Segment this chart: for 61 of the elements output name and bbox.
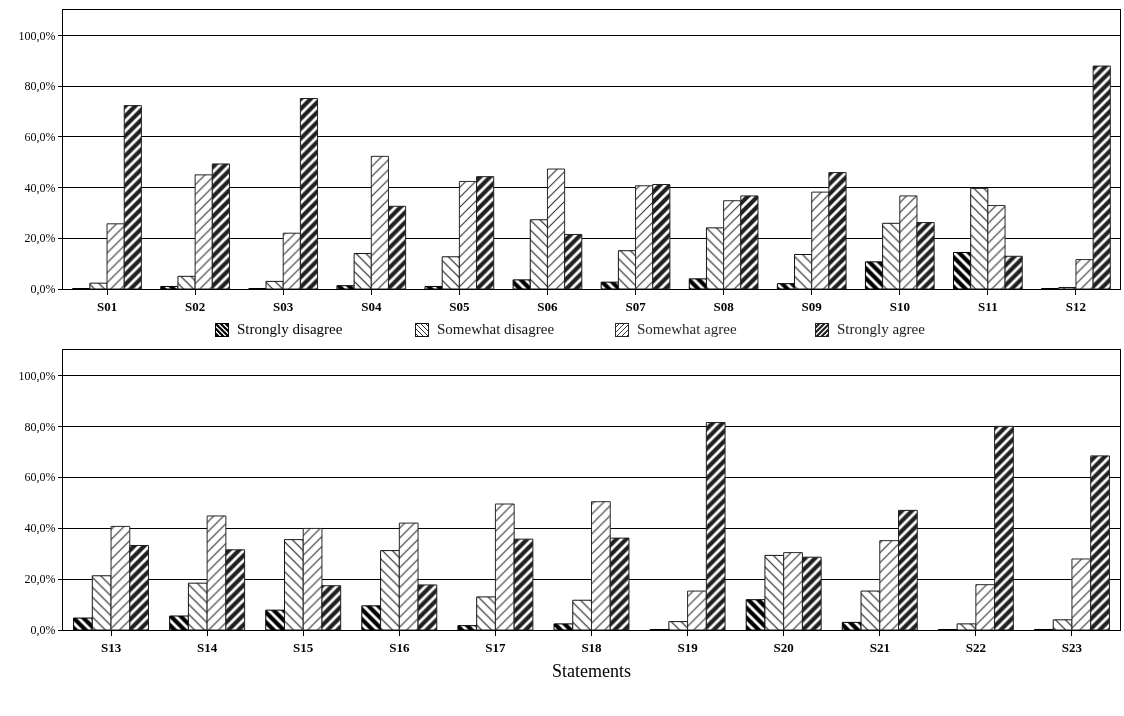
- bar: [764, 554, 785, 630]
- bar: [476, 596, 496, 630]
- x-tick-label: S15: [293, 639, 314, 655]
- y-tick-label: 0,0%: [30, 623, 56, 638]
- x-tick-label: S03: [273, 298, 294, 314]
- x-axis-title: Statements: [552, 660, 631, 681]
- x-tick-label: S05: [449, 298, 470, 314]
- x-tick-label: S01: [96, 298, 118, 314]
- bar: [705, 227, 725, 289]
- y-tick-label: 80,0%: [24, 419, 56, 434]
- x-tick-label: S23: [1061, 639, 1083, 655]
- y-tick-label: 0,0%: [30, 282, 56, 297]
- bar: [572, 599, 592, 630]
- x-tick-label: S04: [361, 298, 382, 314]
- bar: [91, 575, 112, 630]
- x-tick-label: S11: [978, 298, 998, 314]
- y-tick-label: 40,0%: [24, 521, 56, 536]
- x-tick-label: S21: [869, 639, 890, 655]
- y-tick-label: 20,0%: [24, 231, 56, 246]
- bar: [970, 187, 989, 289]
- x-tick-label: S12: [1065, 298, 1087, 314]
- text: Somewhat agree: [637, 321, 737, 338]
- y-tick-label: 40,0%: [24, 180, 56, 195]
- bar: [956, 623, 977, 630]
- x-tick-label: S08: [713, 298, 735, 314]
- bar: [882, 222, 901, 289]
- x-tick-label: S17: [485, 639, 507, 655]
- x-tick-label: S22: [965, 639, 986, 655]
- x-tick-label: S06: [537, 298, 559, 314]
- bar: [265, 280, 284, 289]
- y-tick-label: 100,0%: [18, 368, 56, 383]
- bar: [380, 550, 400, 630]
- y-tick-label: 60,0%: [24, 470, 56, 485]
- bar: [668, 621, 689, 630]
- text: Somewhat disagree: [437, 321, 555, 338]
- x-tick-label: S10: [889, 298, 910, 314]
- bar: [1052, 619, 1073, 630]
- text: Strongly agree: [837, 321, 925, 338]
- x-tick-label: S16: [389, 639, 410, 655]
- x-tick-label: S20: [773, 639, 794, 655]
- x-tick-label: S07: [625, 298, 647, 314]
- x-tick-label: S13: [100, 639, 122, 655]
- bar: [187, 582, 208, 630]
- bar: [441, 256, 460, 289]
- bar: [794, 254, 813, 289]
- y-tick-label: 20,0%: [24, 572, 56, 587]
- x-tick-label: S14: [197, 639, 218, 655]
- x-tick-label: S02: [185, 298, 206, 314]
- bar: [177, 275, 196, 289]
- x-tick-label: S19: [677, 639, 699, 655]
- bar: [860, 590, 881, 630]
- x-tick-label: S18: [581, 639, 603, 655]
- bar: [283, 539, 304, 630]
- y-tick-label: 80,0%: [24, 79, 56, 94]
- bar: [529, 219, 548, 289]
- bar: [353, 252, 372, 289]
- y-tick-label: 100,0%: [18, 28, 56, 43]
- x-tick-label: S09: [801, 298, 823, 314]
- text: Strongly disagree: [237, 321, 343, 338]
- y-tick-label: 60,0%: [24, 130, 56, 145]
- bar: [617, 250, 637, 289]
